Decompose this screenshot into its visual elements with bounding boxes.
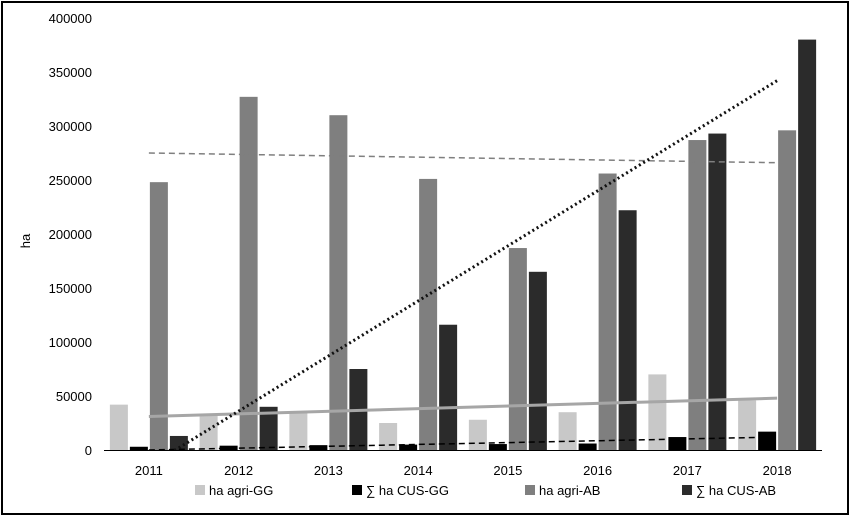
y-tick-label: 0 [85, 443, 92, 458]
bar-ha-cus-ab-2011 [169, 435, 188, 450]
y-tick-label: 400000 [49, 11, 92, 26]
x-tick-label: 2011 [135, 463, 163, 478]
bar-ha-agri-ab-2018 [778, 130, 797, 450]
x-tick-label: 2015 [493, 463, 522, 478]
legend-swatch [195, 485, 205, 495]
x-tick-label: 2016 [583, 463, 612, 478]
y-tick-label: 150000 [49, 281, 92, 296]
legend-label: ha agri-AB [539, 483, 600, 498]
bar-ha-agri-gg-2014 [379, 423, 398, 450]
bar-ha-agri-ab-2013 [329, 115, 348, 450]
bar-ha-agri-gg-2018 [738, 400, 757, 450]
bar-ha-cus-ab-2018 [798, 39, 817, 450]
bar-ha-agri-gg-2012 [199, 414, 218, 450]
bar-ha-cus-ab-2012 [259, 406, 278, 450]
x-tick-label: 2012 [224, 463, 253, 478]
bar-ha-cus-gg-2015 [488, 444, 507, 450]
bar-ha-cus-ab-2015 [528, 271, 547, 450]
bar-ha-cus-gg-2016 [578, 443, 597, 450]
y-tick-label: 100000 [49, 335, 92, 350]
y-tick-label: 350000 [49, 65, 92, 80]
bar-ha-cus-ab-2016 [618, 210, 637, 450]
bar-ha-agri-gg-2017 [648, 374, 667, 450]
axes-layer: 0 50000 100000 150000 200000 250000 300000 3500… [49, 11, 822, 478]
legend-label: ∑ ha CUS-AB [696, 483, 776, 498]
trendline-ha-agri-ab [148, 152, 778, 164]
bar-ha-agri-gg-2013 [289, 412, 308, 450]
bar-ha-agri-gg-2015 [468, 419, 487, 450]
bar-ha-cus-gg-2013 [309, 445, 328, 450]
bar-ha-agri-gg-2016 [558, 412, 577, 450]
legend-swatch [525, 485, 535, 495]
x-tick-label: 2018 [763, 463, 792, 478]
bar-ha-agri-ab-2012 [239, 96, 258, 450]
y-axis-title: ha [18, 233, 33, 248]
trendline-ha-cus-gg [148, 436, 778, 450]
bars-layer [109, 39, 817, 451]
legend-swatch [352, 485, 362, 495]
legend-swatch [682, 485, 692, 495]
legend-label: ha agri-GG [209, 483, 273, 498]
bar-ha-agri-ab-2017 [688, 140, 707, 451]
y-tick-label: 300000 [49, 119, 92, 134]
x-tick-label: 2014 [404, 463, 433, 478]
y-tick-label: 50000 [56, 389, 92, 404]
bar-ha-cus-ab-2017 [708, 133, 727, 450]
bar-ha-cus-gg-2017 [668, 437, 687, 450]
trendlines-layer [148, 79, 778, 450]
bar-ha-cus-gg-2011 [129, 446, 148, 450]
bar-ha-agri-ab-2015 [508, 248, 527, 450]
y-tick-label: 250000 [49, 173, 92, 188]
bar-ha-cus-gg-2014 [399, 444, 418, 450]
x-tick-label: 2017 [673, 463, 702, 478]
bar-ha-agri-ab-2014 [419, 178, 438, 451]
bar-ha-agri-gg-2011 [109, 404, 128, 450]
bar-ha-cus-ab-2014 [439, 324, 458, 450]
bar-ha-agri-ab-2011 [149, 182, 168, 450]
trendline-ha-agri-gg [148, 396, 778, 419]
bar-ha-cus-gg-2018 [758, 431, 777, 450]
y-tick-label: 200000 [49, 227, 92, 242]
legend: ha agri-GG ∑ ha CUS-GG ha agri-AB ∑ ha CUS-… [195, 483, 776, 498]
bar-ha-agri-ab-2016 [598, 173, 617, 450]
x-tick-label: 2013 [314, 463, 343, 478]
bar-ha-cus-gg-2012 [219, 445, 238, 450]
legend-label: ∑ ha CUS-GG [366, 483, 449, 498]
